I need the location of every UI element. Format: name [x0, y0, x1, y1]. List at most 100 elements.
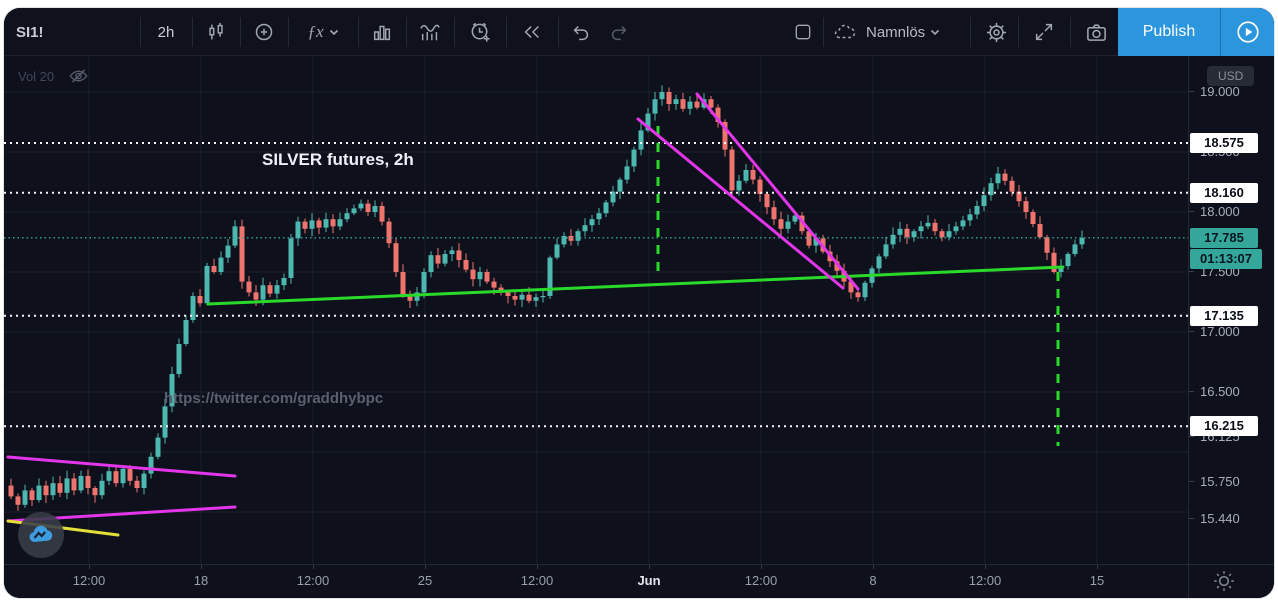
candlestick — [365, 203, 371, 212]
chart-style-button[interactable] — [196, 8, 236, 56]
candlestick — [666, 92, 672, 104]
support-trendline[interactable] — [206, 265, 1065, 306]
separator — [506, 17, 507, 47]
theme-toggle-button[interactable] — [1211, 568, 1237, 598]
down-channel-line-2[interactable] — [695, 92, 860, 291]
candlestick — [645, 113, 651, 131]
candlestick — [267, 285, 273, 294]
price-tick: 16.500 — [1189, 383, 1240, 401]
price-tick: 19.000 — [1189, 83, 1240, 101]
price-tick: 15.750 — [1189, 473, 1240, 491]
tradingview-window: SI1! 2h ƒx — [4, 8, 1274, 598]
cloud-layout-button[interactable]: Namnlös — [828, 8, 970, 56]
candlestick — [470, 269, 476, 280]
price-axis[interactable]: USD 19.00018.50018.00017.50017.00016.500… — [1188, 56, 1274, 564]
layout-select-button[interactable] — [783, 8, 823, 56]
compare-button[interactable] — [244, 8, 284, 56]
separator — [140, 17, 141, 47]
publish-menu-button[interactable] — [1220, 8, 1274, 56]
down-channel-line-1[interactable] — [636, 117, 845, 290]
candlestick — [78, 476, 84, 491]
redo-button[interactable] — [600, 8, 638, 56]
candlestick — [631, 149, 637, 167]
candlestick — [974, 206, 980, 215]
candlestick — [435, 255, 441, 264]
indicator-templates-button[interactable] — [362, 8, 402, 56]
candlestick — [253, 292, 259, 300]
eye-off-icon[interactable] — [68, 68, 89, 84]
time-tick-mark — [425, 565, 426, 569]
candlestick — [1065, 254, 1071, 266]
chart-title: SILVER futures, 2h — [262, 150, 414, 169]
candlestick — [960, 220, 966, 227]
time-tick-mark — [1097, 565, 1098, 569]
candlestick — [239, 226, 245, 282]
undo-button[interactable] — [562, 8, 600, 56]
separator — [823, 17, 824, 47]
chevron-down-icon — [329, 29, 338, 36]
candlestick — [1002, 173, 1008, 181]
indicators-button[interactable]: ƒx — [292, 8, 354, 56]
time-tick-mark — [985, 565, 986, 569]
tradingview-logo[interactable] — [18, 512, 64, 558]
play-circle-icon — [1236, 21, 1259, 43]
candlestick — [15, 496, 21, 505]
candlestick — [421, 272, 427, 293]
separator — [288, 17, 289, 47]
candlestick — [715, 107, 721, 122]
alert-button[interactable] — [458, 8, 502, 56]
candlestick — [162, 406, 168, 438]
symbol-label: SI1! — [16, 23, 44, 41]
replay-icon — [524, 25, 539, 39]
candlestick — [22, 490, 28, 505]
candlestick — [127, 468, 133, 481]
candlestick — [197, 296, 203, 304]
time-tick-label: 18 — [193, 573, 209, 588]
candlestick — [155, 437, 161, 457]
candlestick — [897, 228, 903, 235]
candlestick — [736, 180, 742, 191]
interval-button[interactable]: 2h — [144, 8, 188, 56]
candlestick — [659, 92, 665, 100]
volume-profile-button[interactable] — [410, 8, 450, 56]
candlestick — [330, 219, 336, 227]
time-tick-label: 12:00 — [72, 573, 106, 588]
chart-pane[interactable]: Vol 20 SILVER futures, 2h https://twitte… — [4, 56, 1188, 564]
candlestick — [71, 478, 77, 491]
settings-button[interactable] — [974, 8, 1018, 56]
candlestick — [589, 219, 595, 226]
candlestick — [204, 266, 210, 304]
candlestick — [834, 261, 840, 271]
candlestick — [393, 243, 399, 272]
snapshot-button[interactable] — [1074, 8, 1118, 56]
candlestick — [379, 206, 385, 222]
time-tick-mark — [873, 565, 874, 569]
candlestick — [323, 219, 329, 228]
layout-name-label: Namnlös — [866, 23, 926, 41]
alert-clock-icon — [471, 22, 490, 42]
candlestick — [687, 101, 693, 109]
candlestick — [463, 260, 469, 270]
publish-button[interactable]: Publish — [1118, 8, 1220, 56]
candlestick — [169, 374, 175, 407]
candlestick — [484, 272, 490, 282]
chevron-down-icon — [931, 29, 940, 36]
candlestick — [1030, 212, 1036, 224]
symbol-button[interactable]: SI1! — [16, 8, 116, 56]
separator — [406, 17, 407, 47]
candlestick — [890, 234, 896, 245]
candlestick — [449, 250, 455, 254]
candlestick — [120, 468, 126, 484]
separator — [192, 17, 193, 47]
replay-button[interactable] — [510, 8, 554, 56]
time-axis[interactable]: 12:00 18 12:00 25 12:00 Jun 12:00 8 12:00 15 — [4, 564, 1274, 598]
wedge-upper-line[interactable] — [6, 455, 237, 478]
currency-button[interactable]: USD — [1207, 66, 1255, 86]
fullscreen-button[interactable] — [1022, 8, 1066, 56]
separator — [1070, 17, 1071, 47]
time-tick-label: 15 — [1089, 573, 1105, 588]
camera-icon — [1086, 23, 1106, 41]
candlestick — [561, 236, 567, 245]
separator — [240, 17, 241, 47]
alert-price-label: 16.215 — [1190, 416, 1258, 437]
